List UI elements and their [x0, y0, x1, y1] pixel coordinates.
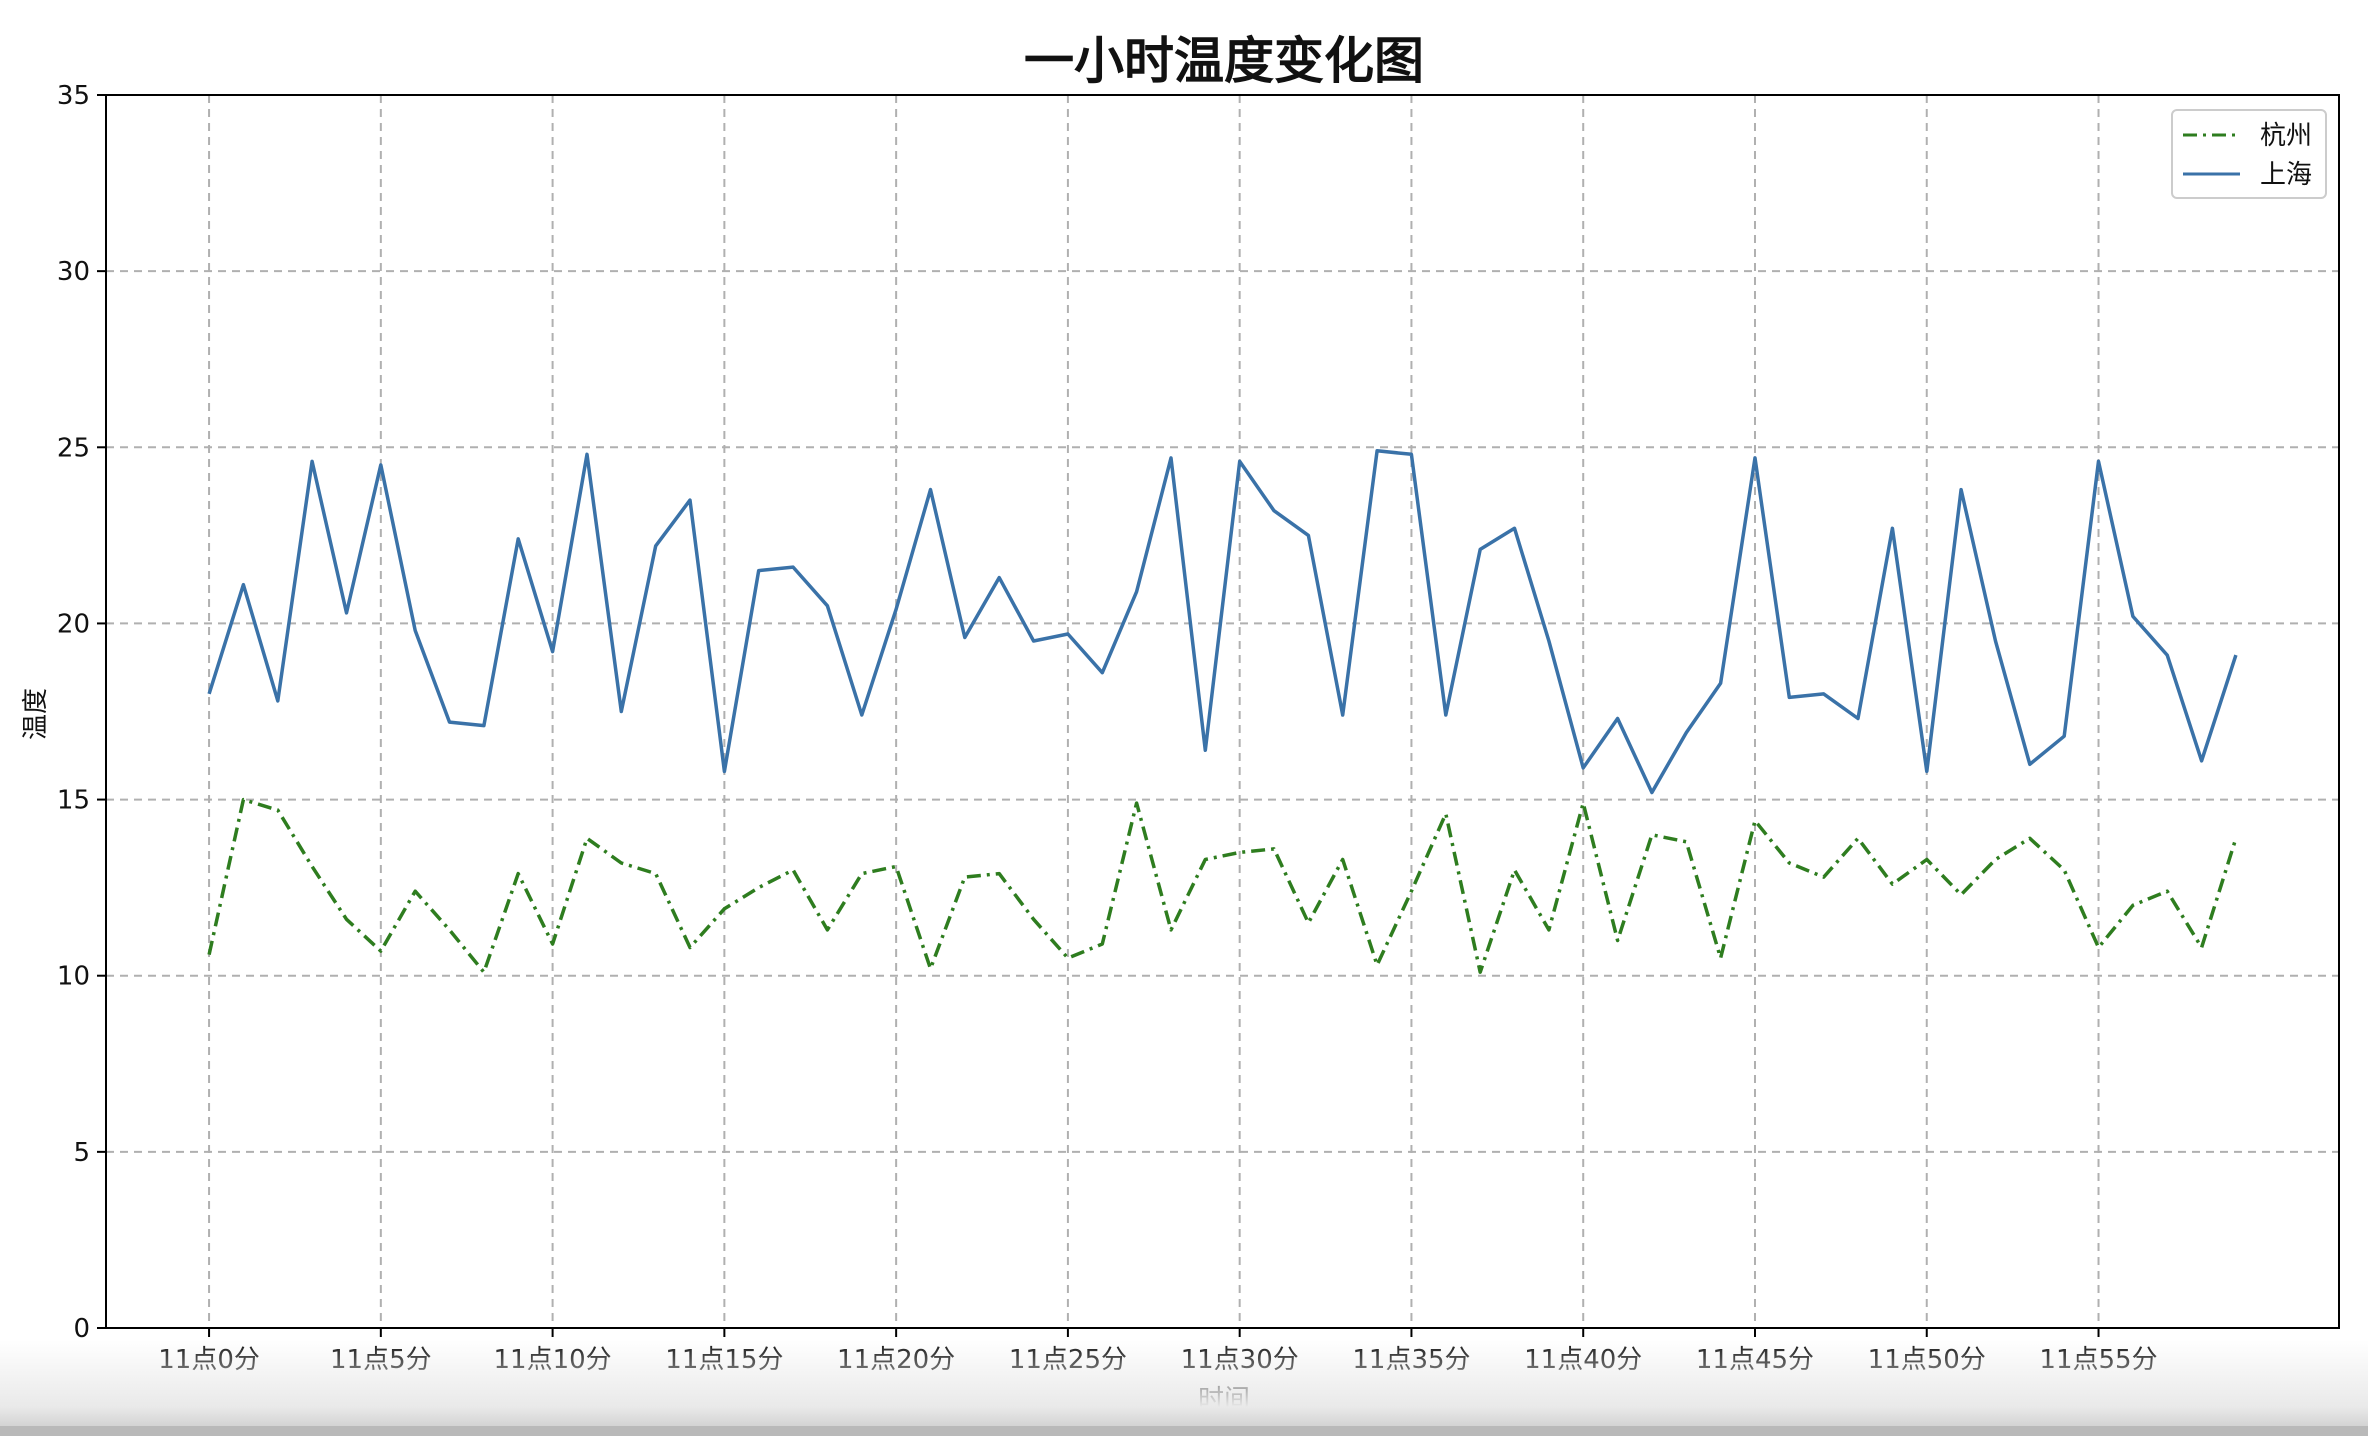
- x-tick-label: 11点55分: [2039, 1345, 2157, 1375]
- x-tick-label: 11点0分: [158, 1345, 260, 1375]
- y-axis: 0 5 10 15 20 25 30 35: [57, 81, 106, 1344]
- legend-label-hangzhou: 杭州: [2260, 121, 2312, 151]
- legend-box: [2171, 109, 2327, 199]
- legend-label-shanghai: 上海: [2260, 160, 2312, 190]
- x-tick-label: 11点15分: [665, 1345, 783, 1375]
- y-axis-label: 温度: [21, 688, 51, 740]
- series-line-0: [207, 797, 2238, 974]
- y-tick-label: 25: [57, 433, 90, 463]
- grid: [106, 95, 2339, 1328]
- x-tick-label: 11点30分: [1181, 1345, 1299, 1375]
- y-tick-label: 0: [73, 1314, 90, 1344]
- x-tick-label: 11点45分: [1696, 1345, 1814, 1375]
- x-tick-label: 11点5分: [330, 1345, 432, 1375]
- y-tick-label: 35: [57, 81, 90, 111]
- y-tick-label: 5: [73, 1138, 90, 1168]
- window-bottom-edge: [0, 1426, 2368, 1436]
- y-tick-label: 15: [57, 786, 90, 816]
- chart-title: 一小时温度变化图: [1024, 32, 1424, 90]
- plot-frame: [105, 94, 2340, 1329]
- y-tick-label: 10: [57, 962, 90, 992]
- y-tick-label: 20: [57, 609, 90, 639]
- x-tick-label: 11点40分: [1524, 1345, 1642, 1375]
- series-line-1: [207, 449, 2238, 795]
- y-tick-label: 30: [57, 257, 90, 287]
- legend: 杭州 上海: [2171, 109, 2327, 199]
- x-tick-label: 11点25分: [1009, 1345, 1127, 1375]
- x-tick-label: 11点10分: [494, 1345, 612, 1375]
- x-tick-label: 11点50分: [1868, 1345, 1986, 1375]
- series-lines: [207, 449, 2238, 974]
- x-tick-label: 11点20分: [837, 1345, 955, 1375]
- x-axis-label: 时间: [1198, 1385, 1250, 1415]
- x-tick-label: 11点35分: [1352, 1345, 1470, 1375]
